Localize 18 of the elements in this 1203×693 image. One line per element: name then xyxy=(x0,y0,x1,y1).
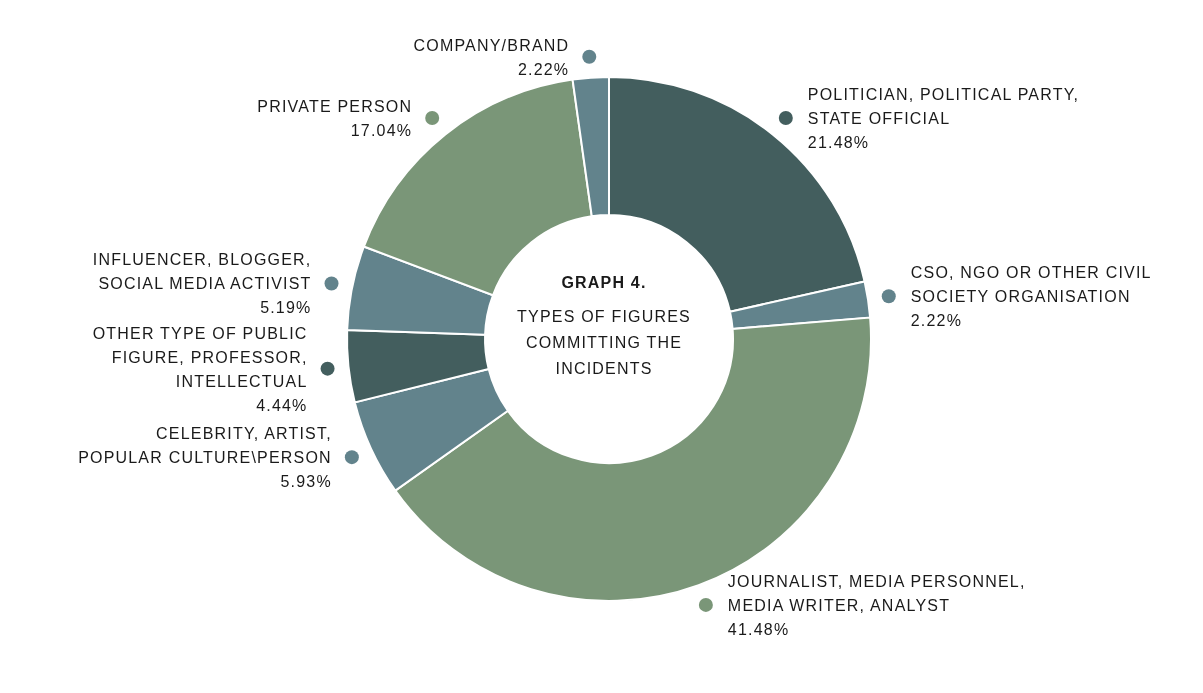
data-label: 5.93% xyxy=(280,473,332,491)
data-label: 5.19% xyxy=(260,299,312,317)
slice-label: COMPANY/BRAND xyxy=(413,36,570,54)
data-label: 41.48% xyxy=(727,620,790,638)
slice-label: CSO, NGO OR OTHER CIVIL SOCIETY ORGANISATION xyxy=(910,264,1152,306)
data-label: 2.22% xyxy=(910,312,963,330)
data-label: 17.04% xyxy=(350,122,413,140)
data-label: 4.44% xyxy=(256,396,308,414)
slice-label: PRIVATE PERSON xyxy=(257,98,413,116)
text: TYPES OF FIGURES COMMITTING THE INCIDENTS xyxy=(516,307,692,379)
slice-label: INFLUENCER, BLOGGER, SOCIAL MEDIA ACTIVIST xyxy=(92,251,312,293)
slice-label: JOURNALIST, MEDIA PERSONNEL, MEDIA WRITER, ANALYST xyxy=(727,572,1026,614)
data-label: 21.48% xyxy=(807,134,870,152)
data-label: 2.22% xyxy=(517,60,570,78)
slice-label: OTHER TYPE OF PUBLIC FIGURE, PROFESSOR, INTELLECTUAL xyxy=(92,324,308,390)
slice-label: CELEBRITY, ARTIST, POPULAR CULTURE\PERSON xyxy=(78,425,332,467)
text: GRAPH 4. xyxy=(560,274,648,292)
slice-label: POLITICIAN, POLITICAL PARTY, STATE OFFICIAL xyxy=(807,86,1080,128)
